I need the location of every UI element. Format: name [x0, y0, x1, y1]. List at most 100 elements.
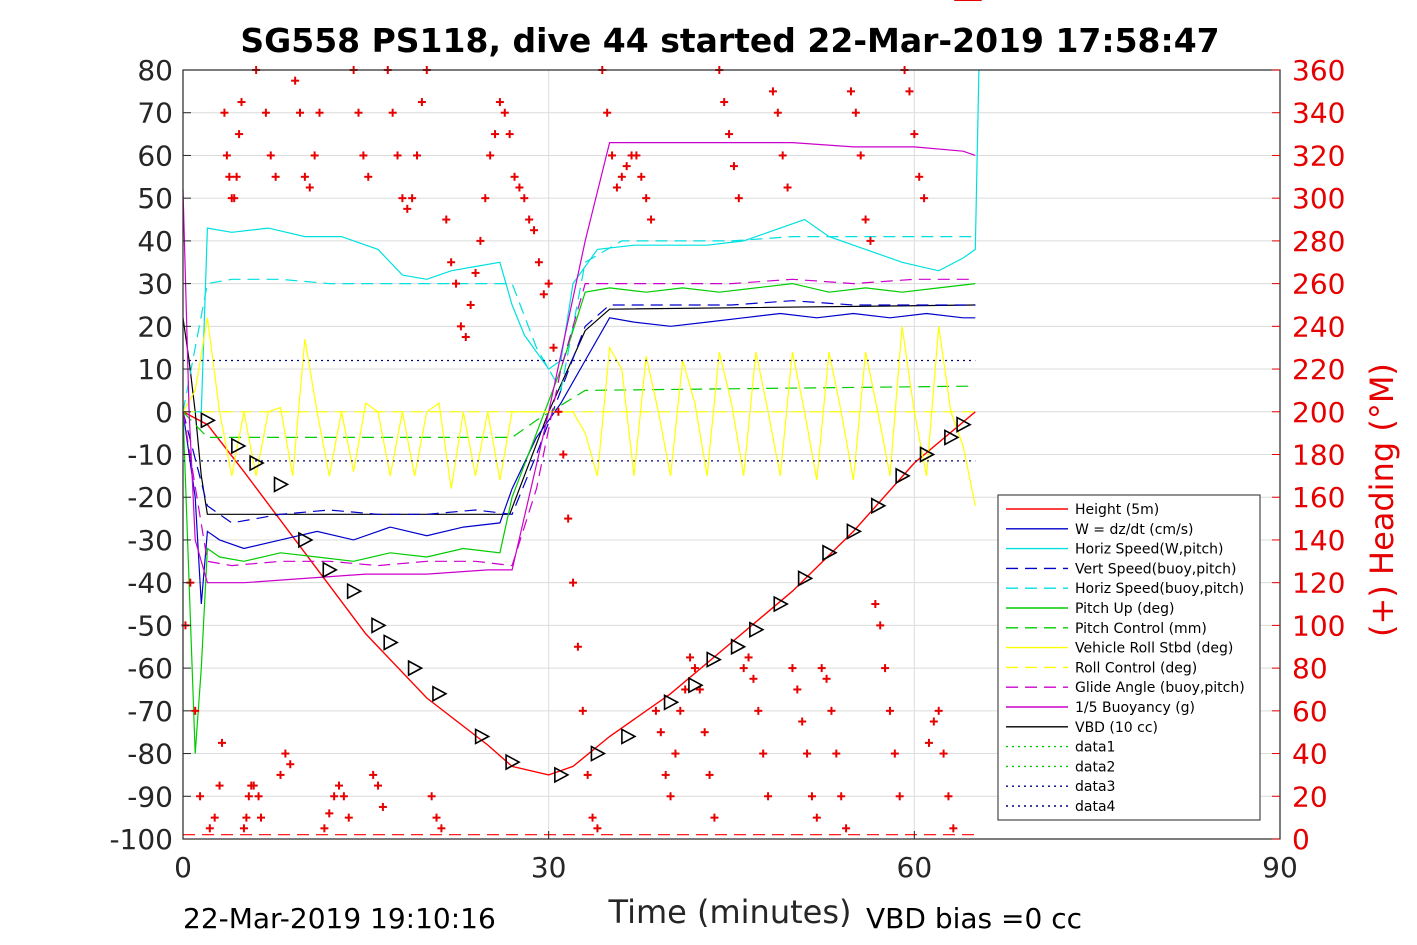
heading-point	[369, 770, 378, 779]
heading-point	[486, 151, 495, 160]
heading-point	[315, 108, 324, 117]
heading-point	[788, 664, 797, 673]
y2-tick-label: 120	[1292, 567, 1345, 600]
heading-point	[408, 194, 417, 203]
heading-point	[637, 172, 646, 181]
legend-label: VBD (10 cc)	[1075, 720, 1158, 736]
heading-point	[783, 183, 792, 192]
triangle-marker	[773, 595, 789, 613]
legend-entry: data1	[1006, 740, 1115, 756]
heading-point	[286, 760, 295, 769]
heading-point	[261, 108, 270, 117]
heading-point	[335, 781, 344, 790]
heading-point	[239, 824, 248, 833]
y-tick-label: 10	[137, 353, 173, 386]
x-tick-label: 30	[531, 851, 567, 884]
heading-point	[276, 770, 285, 779]
y2-tick-label: 340	[1292, 97, 1345, 130]
y-tick-label: -20	[127, 481, 173, 514]
legend-label: Horiz Speed(buoy,pitch)	[1075, 581, 1244, 597]
heading-point	[232, 172, 241, 181]
legend-label: Height (5m)	[1075, 502, 1159, 518]
y2-tick-label: 60	[1292, 695, 1328, 728]
heading-point	[846, 87, 855, 96]
y2-tick-label: 240	[1292, 310, 1345, 343]
heading-point	[608, 151, 617, 160]
heading-point	[881, 664, 890, 673]
legend-label: Roll Control (deg)	[1075, 660, 1197, 676]
triangle-marker	[944, 429, 960, 446]
triangle-marker	[298, 531, 314, 549]
heading-point	[505, 130, 514, 139]
heading-point	[344, 813, 353, 822]
heading-point	[754, 706, 763, 715]
heading-point	[495, 98, 504, 107]
series-line-glide_angle	[182, 278, 976, 567]
y2-tick-label: 160	[1292, 481, 1345, 514]
y2-tick-label: 100	[1292, 609, 1345, 642]
heading-point	[578, 706, 587, 715]
heading-point	[244, 792, 253, 801]
y-tick-label: -10	[127, 439, 173, 472]
y2-axis-label: (+) Heading (°M)	[1363, 363, 1401, 637]
heading-point	[249, 781, 258, 790]
heading-point	[885, 706, 894, 715]
legend-entry: W = dz/dt (cm/s)	[1006, 522, 1194, 538]
triangle-marker	[346, 582, 363, 600]
y-tick-label: -90	[127, 780, 173, 813]
heading-point	[442, 215, 451, 224]
legend-entry: Pitch Up (deg)	[1006, 601, 1174, 617]
heading-point	[461, 333, 470, 342]
y2-tick-label: 20	[1292, 780, 1328, 813]
y-tick-label: 50	[137, 182, 173, 215]
y2-tick-label: 80	[1292, 652, 1328, 685]
y-tick-label: 20	[137, 310, 173, 343]
legend-entry: Vehicle Roll Stbd (deg)	[1006, 641, 1233, 657]
y-tick-label: -80	[127, 738, 173, 771]
triangle-marker	[663, 693, 680, 711]
heading-point	[539, 290, 548, 299]
legend-label: Glide Angle (buoy,pitch)	[1075, 680, 1245, 696]
heading-point	[851, 108, 860, 117]
heading-point	[205, 824, 214, 833]
triangle-marker	[322, 561, 338, 579]
heading-point	[700, 728, 709, 737]
heading-point	[944, 792, 953, 801]
y-tick-label: 40	[137, 225, 173, 258]
heading-point	[924, 738, 933, 747]
legend-entry: VBD (10 cc)	[1006, 720, 1158, 736]
heading-point	[773, 108, 782, 117]
heading-point	[271, 172, 280, 181]
triangle-marker	[870, 497, 887, 515]
heading-point	[622, 162, 631, 171]
series-layer	[182, 69, 980, 836]
heading-point	[612, 183, 621, 192]
chart-title: SG558 PS118, dive 44 started 22-Mar-2019…	[240, 21, 1219, 60]
heading-point	[242, 813, 251, 822]
y2-tick-label: 0	[1292, 823, 1310, 856]
legend-label: data2	[1075, 759, 1115, 775]
heading-point	[413, 151, 422, 160]
legend-label: Vert Speed(buoy,pitch)	[1075, 561, 1237, 577]
heading-point	[686, 653, 695, 662]
legend-entry: data3	[1006, 779, 1115, 795]
legend-entry: Roll Control (deg)	[1006, 660, 1197, 676]
heading-point	[281, 749, 290, 758]
heading-point	[690, 664, 699, 673]
legend-entry: Horiz Speed(W,pitch)	[1006, 542, 1223, 558]
heading-point	[671, 749, 680, 758]
triangle-marker	[505, 753, 521, 771]
y-tick-label: 60	[137, 139, 173, 172]
triangle-marker	[231, 437, 247, 455]
legend-items: Height (5m) W = dz/dt (cm/s) Horiz Speed(W…	[1006, 502, 1245, 815]
heading-point	[215, 781, 224, 790]
triangle-marker	[249, 454, 265, 472]
heading-point	[427, 792, 436, 801]
heading-point	[210, 813, 219, 822]
triangle-marker	[432, 685, 448, 703]
heading-point	[729, 162, 738, 171]
y-tick-label: 70	[137, 97, 173, 130]
heading-point	[364, 172, 373, 181]
x-axis-label: Time (minutes)	[608, 893, 852, 931]
heading-point	[544, 279, 553, 288]
